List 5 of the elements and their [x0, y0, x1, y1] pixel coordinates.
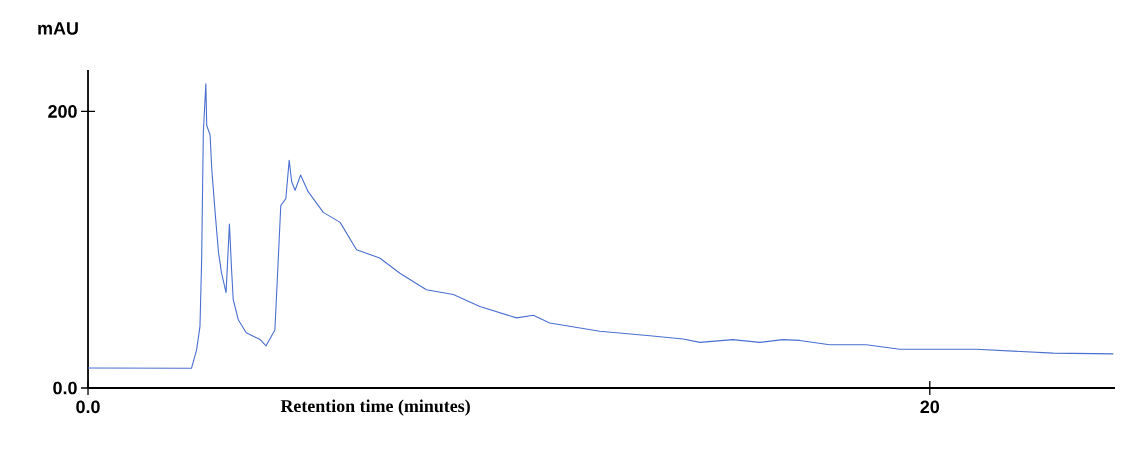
y-axis-title: mAU: [38, 22, 78, 35]
y-tick-label: 200: [48, 105, 77, 118]
x-axis-title: Retention time (minutes): [280, 399, 470, 416]
x-tick-label: 20: [920, 400, 940, 414]
line-series: [87, 83, 1114, 369]
